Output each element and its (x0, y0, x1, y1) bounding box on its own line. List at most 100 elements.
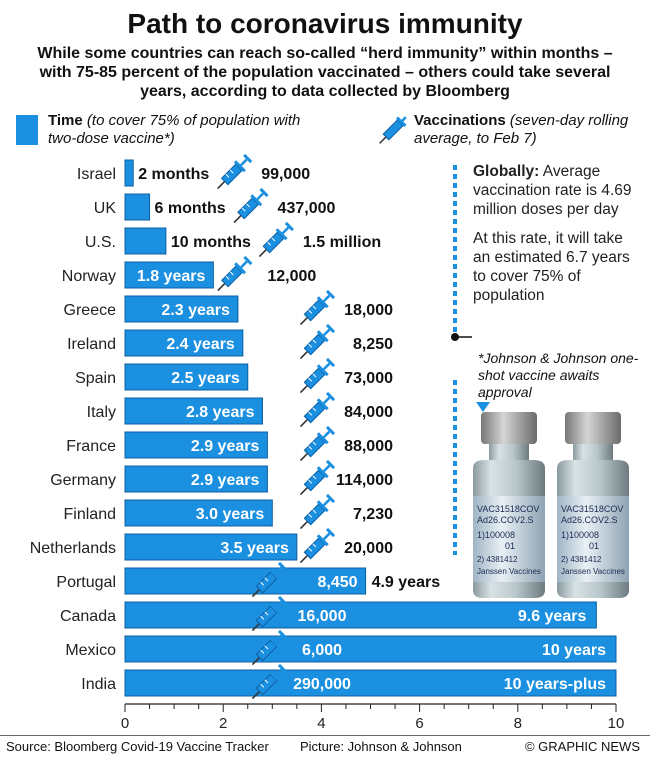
legend-vax-label: Vaccinations (414, 112, 506, 129)
bar (124, 431, 268, 459)
vial-left-text-1: VAC31518COV (477, 504, 539, 514)
vaccination-label: 18,000 (344, 302, 393, 319)
legend-vaccinations: Vaccinations (seven-day rolling average,… (372, 112, 642, 152)
bar-chart: Israel 2 months 99,000 UK 6 months 437,000 U.S… (30, 153, 625, 732)
category-label: UK (94, 200, 117, 217)
syringe-icon (217, 153, 253, 190)
legend-time-text: Time (to cover 75% of population with tw… (48, 112, 306, 148)
vial-left-text-5: 2) 4381412 (477, 555, 518, 564)
vial-left-text-6: Janssen Vaccines (477, 567, 541, 576)
vial-right-text-6: Janssen Vaccines (561, 567, 625, 576)
vaccination-label: 437,000 (278, 200, 336, 217)
vial-right-text-2: Ad26.COV2.S (561, 515, 618, 525)
syringe-icon (251, 595, 288, 632)
category-label: Canada (60, 608, 116, 625)
x-tick-label: 10 (608, 715, 625, 732)
syringe-icon (379, 116, 407, 144)
time-label: 2.5 years (171, 370, 240, 387)
bar (124, 533, 298, 561)
category-label: Greece (64, 302, 117, 319)
legend-time: Time (to cover 75% of population with tw… (16, 112, 306, 152)
bar (124, 465, 268, 493)
legend-time-desc: (to cover 75% of population with two-dos… (48, 112, 301, 147)
footer-source: Source: Bloomberg Covid-19 Vaccine Track… (6, 739, 269, 754)
vial-right-text-3: 1)100008 (561, 530, 599, 540)
vaccination-label: 12,000 (267, 268, 316, 285)
vial-left: VAC31518COV Ad26.COV2.S 1)100008 01 2) 4… (473, 412, 545, 598)
bar (124, 193, 151, 221)
legend-vax-desc: (seven-day rolling average, to Feb 7) (414, 112, 629, 147)
syringe-icon (217, 255, 253, 292)
x-tick-label: 6 (415, 715, 423, 732)
bar (124, 261, 214, 289)
legend-vax-text: Vaccinations (seven-day rolling average,… (414, 112, 642, 148)
category-label: Israel (77, 166, 116, 183)
footer: Source: Bloomberg Covid-19 Vaccine Track… (0, 735, 650, 759)
syringe-icon (299, 493, 336, 530)
vaccination-label: 20,000 (344, 540, 393, 557)
syringe-icon (251, 561, 288, 598)
time-label: 3.5 years (220, 540, 289, 557)
category-label: Netherlands (30, 540, 116, 557)
time-label: 1.8 years (137, 268, 206, 285)
vaccination-label: 7,230 (353, 506, 393, 523)
category-label: Germany (50, 472, 116, 489)
bar (124, 669, 617, 697)
category-label: U.S. (85, 234, 116, 251)
bar (124, 635, 617, 663)
global-text-1: Globally: Average vaccination rate is 4.… (473, 162, 643, 219)
vial-right: VAC31518COV Ad26.COV2.S 1)100008 01 2) 4… (557, 412, 629, 598)
syringe-icon (251, 629, 288, 666)
vaccination-label: 84,000 (344, 404, 393, 421)
syringe-icon (299, 391, 336, 428)
bar (124, 227, 167, 255)
x-tick-label: 0 (121, 715, 129, 732)
time-label: 2 months (138, 166, 209, 183)
time-label: 9.6 years (518, 608, 587, 625)
syringe-icon (299, 323, 336, 360)
x-tick-label: 2 (219, 715, 227, 732)
time-label: 2.9 years (191, 438, 260, 455)
bar (124, 329, 244, 357)
vaccination-label: 290,000 (293, 676, 351, 693)
vaccination-label: 114,000 (336, 472, 393, 489)
vial-left-text-3: 1)100008 (477, 530, 515, 540)
vaccination-label: 16,000 (298, 608, 347, 625)
time-label: 4.9 years (372, 574, 441, 591)
category-label: Spain (75, 370, 116, 387)
vial-right-text-5: 2) 4381412 (561, 555, 602, 564)
vaccine-vials-image: VAC31518COV Ad26.COV2.S 1)100008 01 2) 4… (473, 412, 629, 598)
bar (124, 159, 134, 187)
time-label: 10 years-plus (504, 676, 606, 693)
category-label: France (66, 438, 116, 455)
chart-subtitle: While some countries can reach so-called… (37, 45, 613, 100)
bar (124, 363, 249, 391)
global-rate-text: Average vaccination rate is 4.69 million… (473, 163, 632, 218)
vial-right-text-1: VAC31518COV (561, 504, 623, 514)
bar (124, 295, 239, 323)
syringe-icon (258, 221, 294, 258)
vaccination-label: 6,000 (302, 642, 342, 659)
vaccination-label: 99,000 (261, 166, 310, 183)
category-label: Finland (64, 506, 116, 523)
legend-time-swatch (16, 115, 38, 145)
bar (124, 499, 273, 527)
syringe-icon (299, 357, 336, 394)
vaccination-label: 8,250 (353, 336, 393, 353)
time-label: 6 months (155, 200, 226, 217)
syringe-icon (299, 425, 336, 462)
chart-title: Path to coronavirus immunity (127, 8, 523, 39)
time-label: 10 months (171, 234, 251, 251)
bar (124, 567, 367, 595)
vial-pointer (476, 402, 490, 412)
vaccination-label: 73,000 (344, 370, 393, 387)
global-text-2: At this rate, it will take an estimated … (473, 230, 630, 304)
bar (124, 601, 597, 629)
time-label: 2.3 years (161, 302, 230, 319)
time-label: 2.4 years (166, 336, 235, 353)
x-tick-label: 4 (317, 715, 325, 732)
syringe-icon (299, 289, 336, 326)
vial-left-text-4: 01 (505, 541, 515, 551)
legend-time-label: Time (48, 112, 83, 129)
vaccination-label: 8,450 (318, 574, 358, 591)
